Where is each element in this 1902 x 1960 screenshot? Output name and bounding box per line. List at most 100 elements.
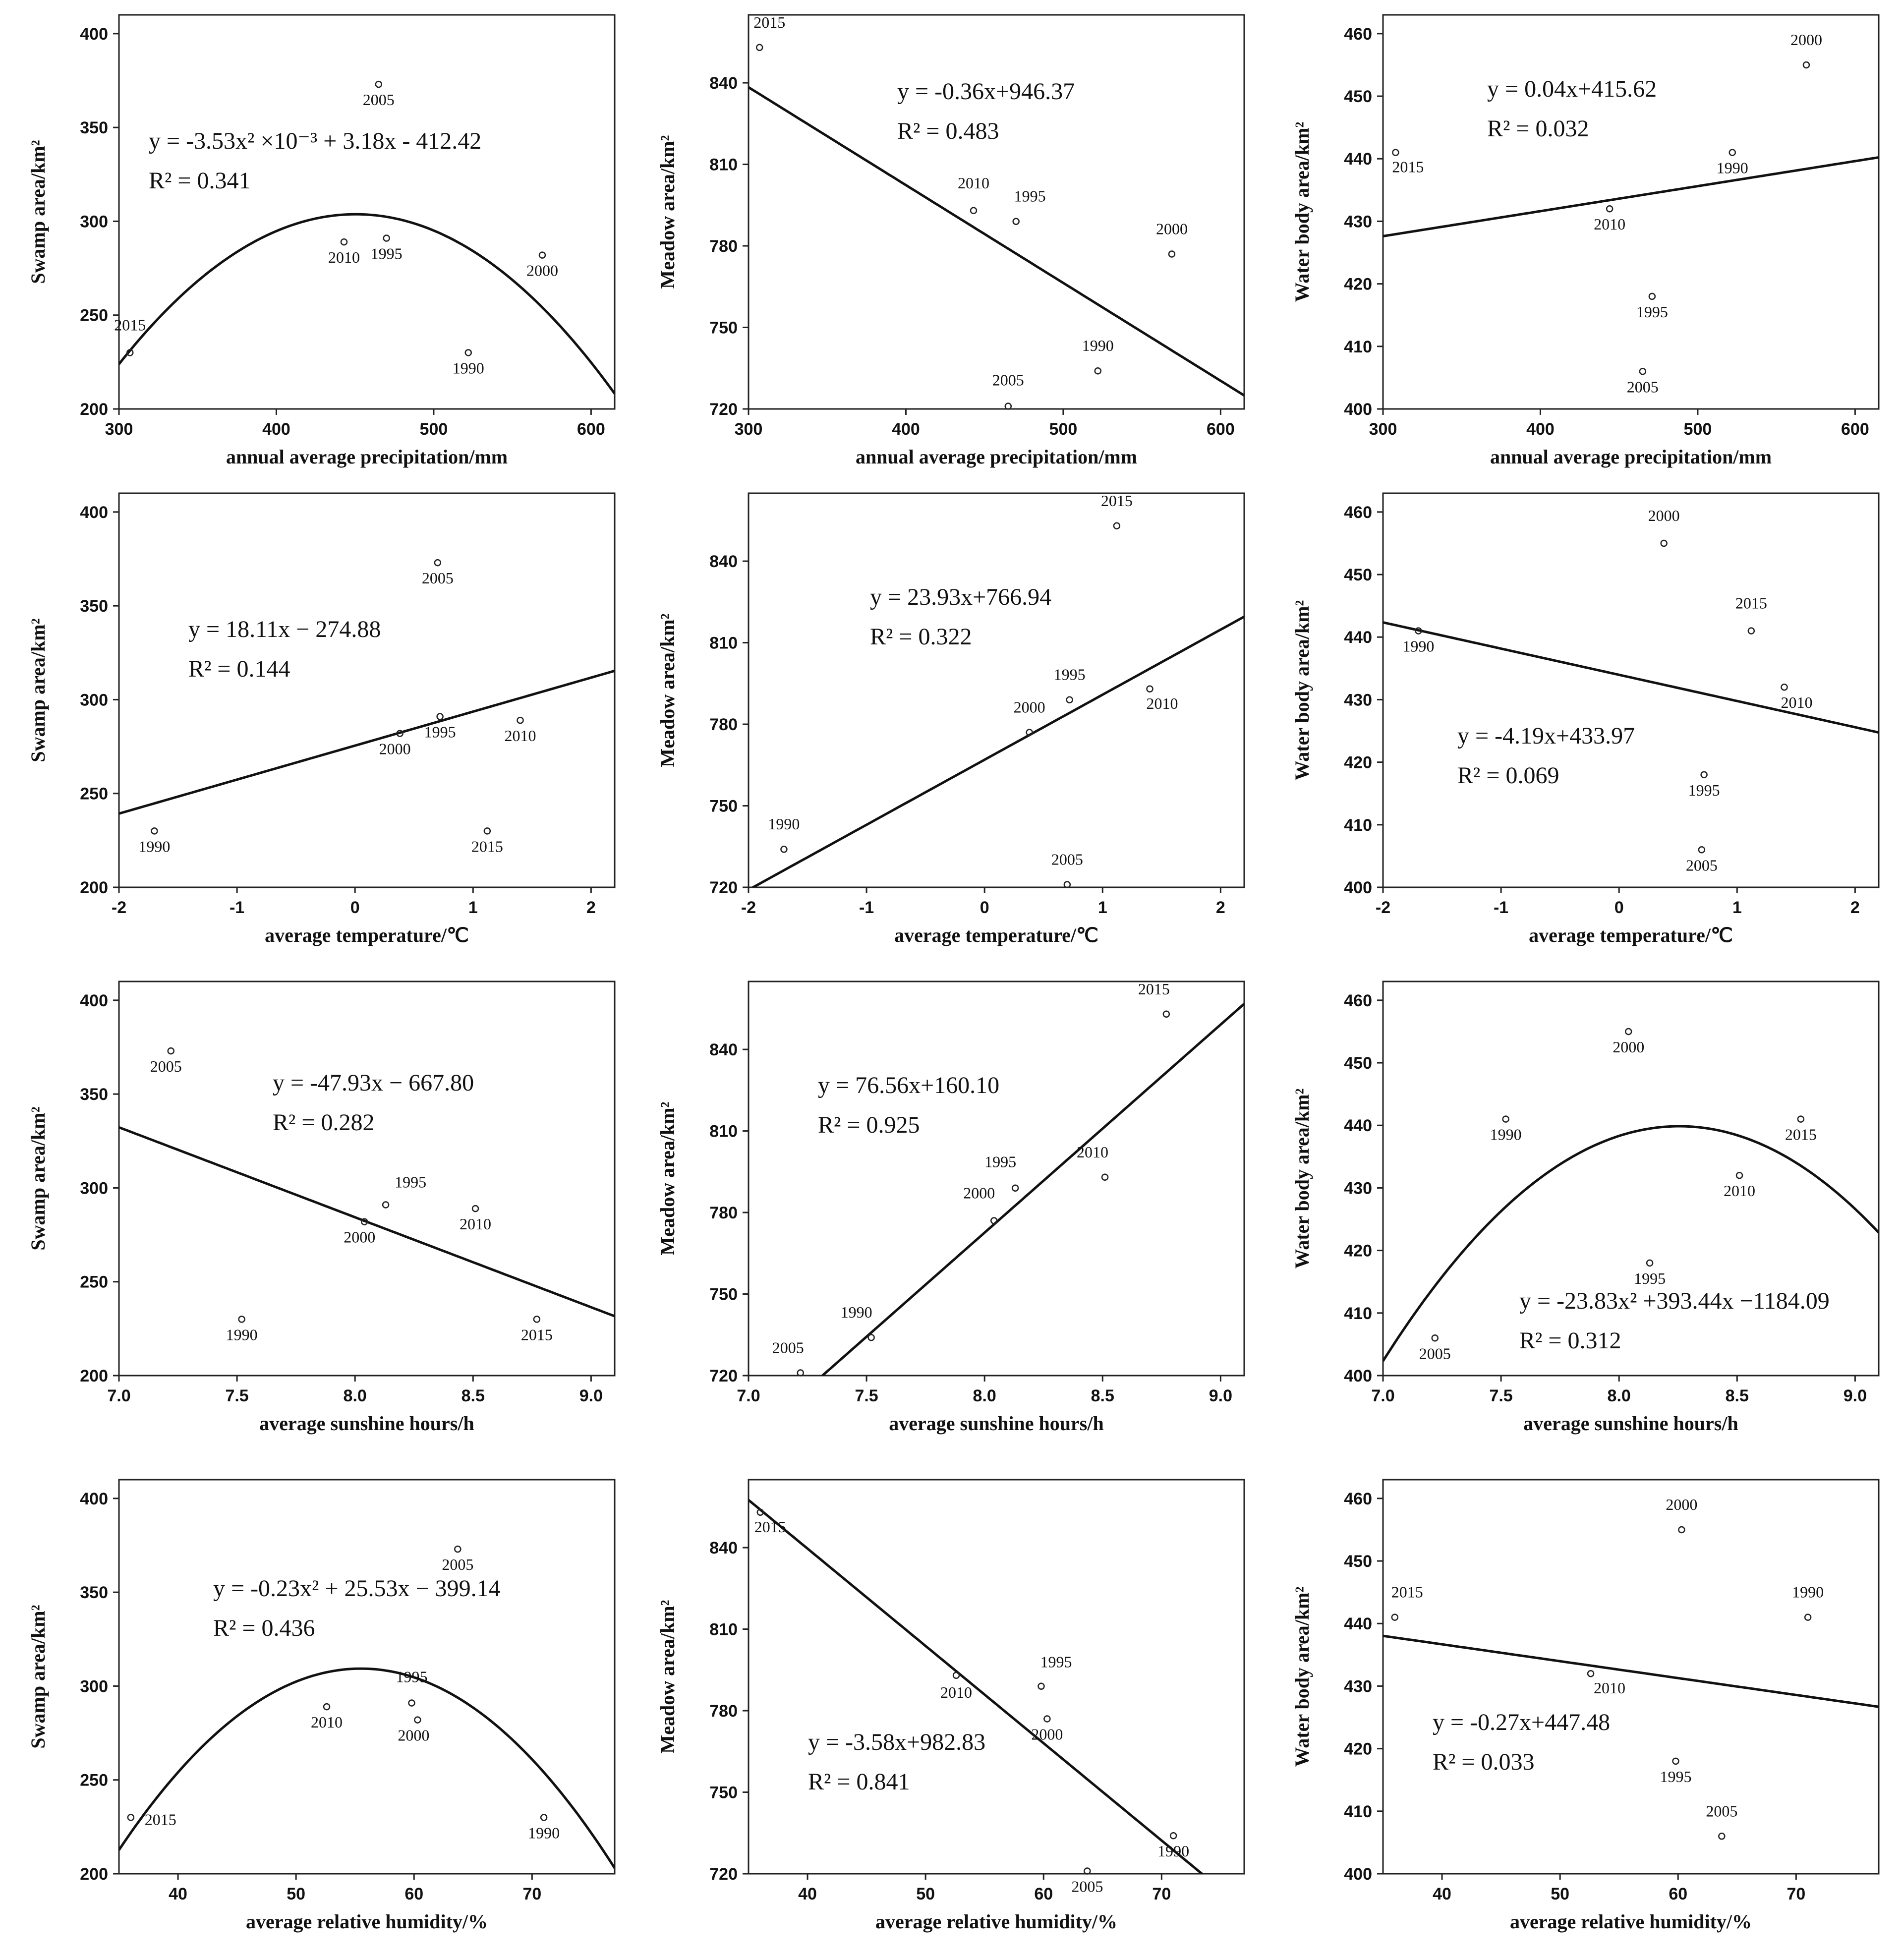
point-label: 2005: [772, 1339, 804, 1357]
data-point: [1063, 881, 1071, 888]
x-tick-label: 70: [1787, 1885, 1805, 1903]
data-point: [1678, 1526, 1685, 1534]
x-tick-label: 1: [468, 898, 478, 917]
point-label: 2005: [1686, 856, 1718, 874]
data-point: [151, 827, 158, 835]
point-label: 1990: [138, 837, 170, 855]
y-tick-label: 460: [1344, 991, 1372, 1010]
point-label: 2010: [1594, 1679, 1625, 1697]
y-tick-label: 200: [80, 878, 108, 897]
y-axis-title: Meadow area/km²: [656, 1101, 679, 1255]
point-label: 2005: [422, 569, 454, 587]
data-point: [464, 349, 472, 356]
y-tick-label: 460: [1344, 503, 1372, 522]
x-tick-label: 400: [262, 420, 290, 439]
x-tick-label: 1: [1098, 898, 1107, 917]
x-tick-label: 0: [980, 898, 989, 917]
fit-equation: y = -23.83x² +393.44x −1184.09: [1519, 1288, 1830, 1314]
y-tick-label: 810: [709, 156, 738, 174]
chart-panel-1: 300 400 500 600 200 250 300 350 400 annual averag…: [27, 14, 616, 468]
data-point: [1648, 292, 1656, 300]
fit-equation: y = -3.58x+982.83: [808, 1729, 985, 1755]
data-point: [756, 1508, 764, 1516]
point-label: 2010: [940, 1683, 972, 1701]
y-tick-label: 420: [1344, 753, 1372, 772]
fit-line: [749, 1499, 1204, 1874]
data-point: [952, 1672, 960, 1679]
chart-panel-4: -2 -1 0 1 2 200 250 300 350 400 average temperatur…: [27, 492, 616, 946]
y-tick-label: 450: [1344, 87, 1372, 106]
point-label: 1995: [1636, 303, 1668, 321]
chart-panel-6: -2 -1 0 1 2 400 410 420 430 440 450 460 average temp…: [1291, 492, 1880, 946]
data-point: [1781, 683, 1788, 691]
x-tick-label: 40: [798, 1885, 817, 1903]
data-point: [483, 827, 491, 835]
r-squared: R² = 0.069: [1457, 762, 1559, 789]
data-point: [1012, 218, 1020, 225]
y-tick-label: 440: [1344, 1116, 1372, 1135]
x-tick-label: 40: [1433, 1885, 1451, 1903]
point-label: 2010: [505, 727, 536, 745]
point-label: 1995: [1040, 1653, 1072, 1671]
data-point: [990, 1217, 998, 1224]
x-tick-label: 300: [1369, 420, 1397, 439]
data-point: [1718, 1833, 1726, 1840]
x-tick-label: -1: [859, 898, 874, 917]
chart-panel-8: 7.0 7.5 8.0 8.5 9.0 720 750 780 810 840 average su…: [656, 980, 1245, 1435]
data-point: [1084, 1867, 1091, 1875]
data-point: [538, 251, 546, 259]
x-axis-title: annual average precipitation/mm: [1490, 446, 1772, 468]
x-tick-label: -2: [741, 898, 756, 917]
x-axis-title: average sunshine hours/h: [889, 1412, 1103, 1435]
y-tick-label: 720: [709, 400, 738, 419]
y-tick-label: 400: [1344, 878, 1372, 897]
data-point: [1037, 1682, 1045, 1690]
y-tick-label: 300: [80, 1179, 108, 1198]
point-label: 1995: [1054, 666, 1086, 684]
x-tick-label: 7.0: [107, 1386, 130, 1405]
y-tick-label: 750: [709, 797, 738, 816]
fit-line: [750, 615, 1244, 887]
y-tick-label: 460: [1344, 25, 1372, 44]
y-axis-title: Swamp area/km²: [27, 618, 49, 762]
point-label: 2005: [1051, 851, 1083, 868]
x-tick-label: 7.5: [1489, 1386, 1512, 1405]
data-point: [1004, 403, 1012, 410]
y-axis-title: Swamp area/km²: [27, 140, 49, 284]
point-label: 1995: [424, 723, 456, 741]
x-axis-title: annual average precipitation/mm: [226, 446, 508, 468]
point-label: 1990: [1717, 159, 1748, 177]
data-point: [396, 730, 403, 737]
x-tick-label: 0: [350, 898, 360, 917]
point-label: 2005: [1627, 378, 1659, 396]
x-tick-label: 500: [420, 420, 448, 439]
plot-frame: [748, 14, 1245, 410]
point-label: 2015: [753, 13, 785, 31]
x-tick-label: 2: [1216, 898, 1225, 917]
y-tick-label: 430: [1344, 1179, 1372, 1198]
y-tick-label: 420: [1344, 1242, 1372, 1261]
y-axis-title: Meadow area/km²: [656, 135, 679, 288]
x-tick-label: 400: [892, 420, 920, 439]
x-tick-label: 8.5: [1091, 1386, 1114, 1405]
data-point: [1415, 627, 1422, 634]
data-point: [1146, 685, 1153, 693]
y-tick-label: 430: [1344, 691, 1372, 709]
chart-panel-3: 300 400 500 600400410420430440450460annual …: [1291, 14, 1880, 468]
data-point: [540, 1814, 548, 1821]
x-axis-title: average temperature/℃: [894, 924, 1098, 946]
point-label: 2000: [1790, 31, 1822, 49]
data-point: [1700, 771, 1708, 779]
point-label: 2000: [1648, 507, 1680, 524]
r-squared: R² = 0.312: [1519, 1327, 1621, 1354]
y-tick-label: 440: [1344, 150, 1372, 169]
y-tick-label: 840: [709, 552, 738, 571]
x-tick-label: 0: [1614, 898, 1624, 917]
point-label: 2015: [114, 316, 146, 334]
y-tick-label: 840: [709, 1539, 738, 1557]
y-axis-title: Meadow area/km²: [656, 613, 679, 767]
point-label: 2000: [1156, 220, 1188, 237]
y-tick-label: 200: [80, 1865, 108, 1884]
plot-frame: [748, 1479, 1245, 1875]
